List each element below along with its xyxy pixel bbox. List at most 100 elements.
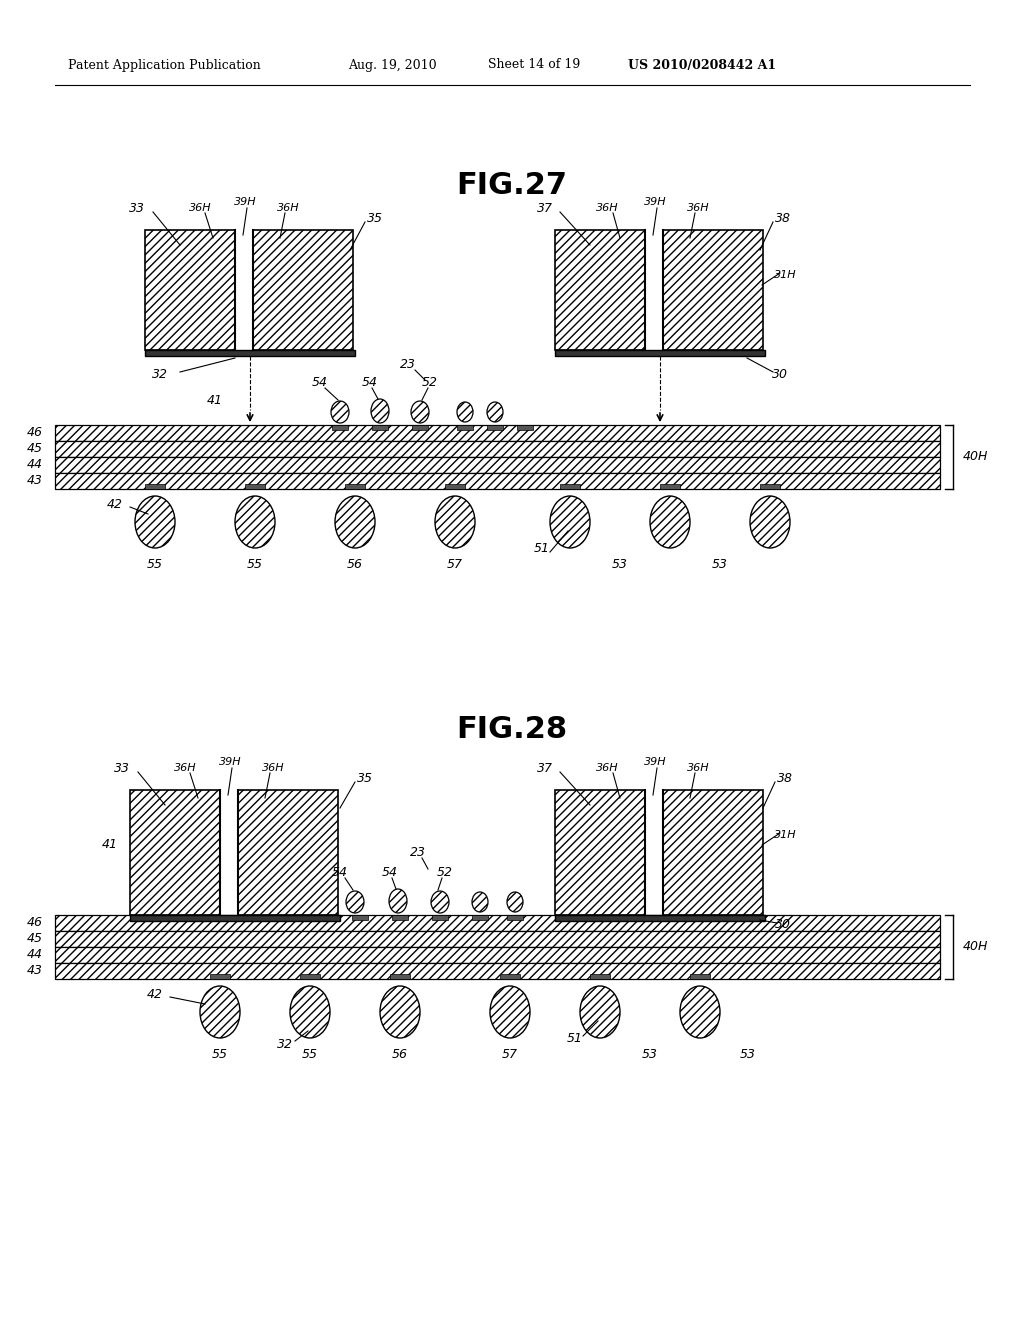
- Text: 42: 42: [147, 987, 163, 1001]
- Ellipse shape: [435, 496, 475, 548]
- Bar: [760, 484, 780, 488]
- Text: 31H: 31H: [774, 271, 797, 280]
- Bar: [130, 915, 340, 921]
- Text: 36H: 36H: [262, 763, 285, 774]
- Text: Patent Application Publication: Patent Application Publication: [68, 58, 261, 71]
- Bar: [332, 425, 348, 430]
- Bar: [432, 915, 449, 920]
- Bar: [392, 915, 408, 920]
- Text: 38: 38: [775, 211, 791, 224]
- Text: 57: 57: [502, 1048, 518, 1060]
- Text: 39H: 39H: [233, 197, 256, 207]
- Bar: [55, 964, 940, 979]
- Ellipse shape: [331, 401, 349, 422]
- Text: 39H: 39H: [644, 756, 667, 767]
- Text: 35: 35: [367, 211, 383, 224]
- Bar: [145, 350, 355, 356]
- Text: 30: 30: [772, 368, 788, 381]
- Text: 36H: 36H: [687, 203, 710, 213]
- Text: 55: 55: [212, 1048, 228, 1060]
- Ellipse shape: [650, 496, 690, 548]
- Text: 36H: 36H: [174, 763, 197, 774]
- Text: 54: 54: [312, 376, 328, 389]
- Text: 54: 54: [362, 376, 378, 389]
- Bar: [555, 915, 765, 921]
- Ellipse shape: [371, 399, 389, 422]
- Bar: [560, 484, 580, 488]
- Bar: [55, 931, 940, 946]
- Text: 44: 44: [27, 458, 43, 471]
- Text: 37: 37: [537, 762, 553, 775]
- Text: 53: 53: [740, 1048, 756, 1060]
- Bar: [663, 230, 763, 350]
- Text: 45: 45: [27, 932, 43, 945]
- Text: 31H: 31H: [774, 830, 797, 840]
- Ellipse shape: [411, 401, 429, 422]
- Text: 41: 41: [207, 393, 223, 407]
- Bar: [517, 425, 534, 430]
- Ellipse shape: [335, 496, 375, 548]
- Text: 32: 32: [278, 1038, 293, 1051]
- Text: Sheet 14 of 19: Sheet 14 of 19: [488, 58, 581, 71]
- Text: FIG.27: FIG.27: [457, 170, 567, 199]
- Text: 52: 52: [437, 866, 453, 879]
- Ellipse shape: [507, 892, 523, 912]
- Bar: [352, 915, 368, 920]
- Text: 35: 35: [357, 771, 373, 784]
- Bar: [245, 484, 265, 488]
- Bar: [372, 425, 388, 430]
- Bar: [238, 789, 338, 915]
- Text: 46: 46: [27, 426, 43, 440]
- Text: 23: 23: [400, 359, 416, 371]
- Text: US 2010/0208442 A1: US 2010/0208442 A1: [628, 58, 776, 71]
- Text: 55: 55: [147, 557, 163, 570]
- Ellipse shape: [290, 986, 330, 1038]
- Text: 54: 54: [382, 866, 398, 879]
- Bar: [210, 974, 230, 979]
- Bar: [500, 974, 520, 979]
- Ellipse shape: [472, 892, 488, 912]
- Text: 43: 43: [27, 474, 43, 487]
- Text: 56: 56: [347, 557, 362, 570]
- Bar: [445, 484, 465, 488]
- Bar: [55, 425, 940, 441]
- Bar: [555, 789, 645, 915]
- Bar: [145, 484, 165, 488]
- Ellipse shape: [431, 891, 449, 913]
- Text: 36H: 36H: [687, 763, 710, 774]
- Ellipse shape: [234, 496, 275, 548]
- Ellipse shape: [389, 888, 407, 913]
- Bar: [590, 974, 610, 979]
- Text: 45: 45: [27, 442, 43, 455]
- Ellipse shape: [200, 986, 240, 1038]
- Bar: [412, 425, 428, 430]
- Text: 55: 55: [302, 1048, 318, 1060]
- Bar: [663, 789, 763, 915]
- Bar: [472, 915, 488, 920]
- Text: 54: 54: [332, 866, 348, 879]
- Text: 51: 51: [567, 1032, 583, 1045]
- Bar: [300, 974, 319, 979]
- Bar: [253, 230, 353, 350]
- Bar: [555, 350, 765, 356]
- Text: 43: 43: [27, 965, 43, 978]
- Bar: [660, 484, 680, 488]
- Text: 38: 38: [777, 771, 793, 784]
- Text: 33: 33: [114, 762, 130, 775]
- Bar: [555, 230, 645, 350]
- Bar: [457, 425, 473, 430]
- Bar: [145, 230, 234, 350]
- Bar: [55, 946, 940, 964]
- Bar: [487, 425, 503, 430]
- Text: 56: 56: [392, 1048, 408, 1060]
- Bar: [690, 974, 710, 979]
- Text: 23: 23: [410, 846, 426, 859]
- Ellipse shape: [490, 986, 530, 1038]
- Ellipse shape: [380, 986, 420, 1038]
- Text: 36H: 36H: [596, 203, 618, 213]
- Ellipse shape: [457, 403, 473, 422]
- Text: 36H: 36H: [596, 763, 618, 774]
- Text: 53: 53: [612, 557, 628, 570]
- Text: 39H: 39H: [644, 197, 667, 207]
- Ellipse shape: [135, 496, 175, 548]
